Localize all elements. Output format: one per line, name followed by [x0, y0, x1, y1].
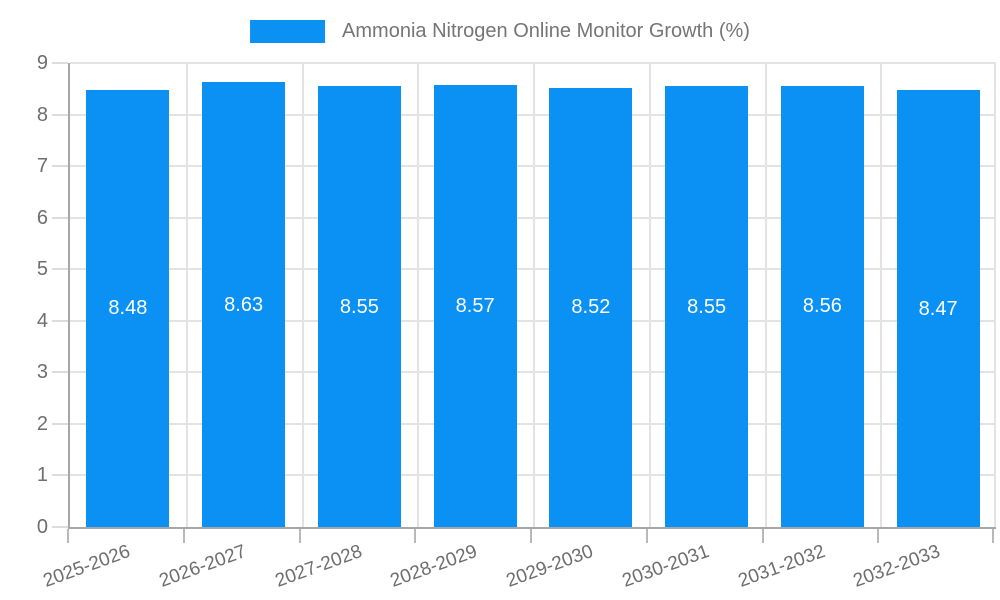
x-category-label: 2032-2033 [850, 541, 944, 592]
bar-value-label: 8.52 [571, 296, 611, 319]
bar-value-label: 8.47 [918, 297, 958, 320]
y-tick-label: 6 [36, 206, 48, 229]
y-tick-mark [52, 319, 68, 322]
x-tick-mark [645, 529, 648, 543]
x-gridline [301, 63, 304, 527]
y-tick-mark [52, 62, 68, 64]
x-tick-mark [414, 529, 417, 543]
x-gridline [994, 63, 996, 527]
bar[interactable]: 8.48 [86, 89, 170, 527]
chart-legend[interactable]: Ammonia Nitrogen Online Monitor Growth (… [250, 20, 750, 43]
y-tick-mark [52, 165, 68, 168]
y-tick-label: 4 [36, 309, 48, 332]
y-tick-label: 5 [36, 258, 48, 281]
bar-value-label: 8.63 [224, 293, 264, 316]
legend-swatch-icon [250, 20, 326, 43]
y-tick-mark [52, 268, 68, 271]
x-category-label: 2028-2029 [387, 541, 481, 592]
x-tick-mark [298, 529, 301, 543]
x-gridline [417, 63, 420, 527]
y-tick-label: 8 [36, 103, 48, 126]
bar-value-label: 8.48 [108, 297, 148, 320]
x-gridline [764, 63, 767, 527]
y-tick-label: 1 [36, 464, 48, 487]
bar[interactable]: 8.56 [780, 85, 864, 527]
x-tick-mark [67, 529, 69, 543]
x-tick-mark [761, 529, 764, 543]
x-tick-mark [992, 529, 994, 543]
y-tick-mark [52, 474, 68, 477]
bar[interactable]: 8.55 [317, 86, 401, 527]
y-tick-label: 9 [36, 52, 48, 74]
bar-value-label: 8.56 [802, 295, 842, 318]
x-gridline [185, 63, 188, 527]
x-category-label: 2025-2026 [40, 541, 134, 592]
bar[interactable]: 8.55 [665, 86, 749, 527]
y-tick-label: 2 [36, 412, 48, 435]
legend-label: Ammonia Nitrogen Online Monitor Growth (… [342, 20, 750, 42]
y-tick-label: 7 [36, 155, 48, 178]
y-tick-mark [52, 371, 68, 374]
y-tick-label: 0 [36, 516, 48, 538]
bar-value-label: 8.55 [339, 295, 379, 318]
x-tick-mark [182, 529, 185, 543]
x-axis-labels: 2025-2026 2026-2027 2027-2028 2028-2029 2029… [40, 541, 994, 600]
bar-value-label: 8.57 [455, 295, 495, 318]
x-category-label: 2030-2031 [619, 541, 712, 592]
x-category-label: 2031-2032 [734, 541, 828, 592]
y-tick-mark [52, 526, 68, 528]
x-tick-mark [877, 529, 880, 543]
x-gridline [533, 63, 535, 527]
x-gridline [648, 63, 651, 527]
bar[interactable]: 8.63 [202, 82, 286, 527]
bar[interactable]: 8.57 [433, 85, 517, 527]
x-category-label: 2029-2030 [503, 541, 597, 592]
y-tick-label: 3 [36, 361, 48, 384]
x-gridline [880, 63, 883, 527]
bar[interactable]: 8.47 [896, 90, 980, 527]
y-tick-mark [52, 113, 68, 116]
x-category-label: 2026-2027 [156, 541, 249, 592]
x-tick-mark [530, 529, 532, 543]
bar[interactable]: 8.52 [549, 87, 633, 527]
plot-area: 8.48 8.63 8.55 8.57 8.52 8.55 8.56 8.47 [68, 62, 996, 529]
x-category-label: 2027-2028 [271, 541, 365, 592]
bar-value-label: 8.55 [687, 295, 727, 318]
y-tick-mark [52, 422, 68, 425]
y-tick-mark [52, 216, 68, 219]
